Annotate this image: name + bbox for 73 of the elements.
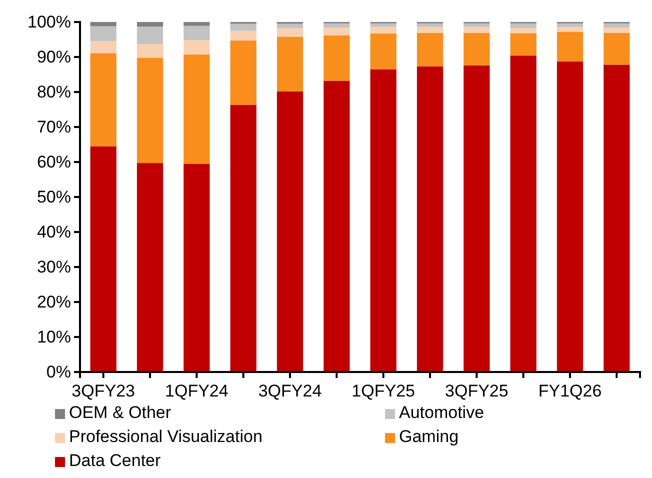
bar [184,164,210,372]
legend-label: OEM & Other [69,403,172,422]
y-tick-label: 50% [36,187,71,206]
bar [370,26,396,34]
bar [324,80,350,372]
bar [464,23,490,27]
bar [136,163,164,372]
y-tick-label: 70% [36,117,71,136]
bar [604,28,630,33]
x-tick-label: FY1Q26 [538,381,602,400]
y-tick-label: 40% [36,222,71,242]
bar [556,26,584,32]
bar [324,35,350,81]
x-tick-label: 3QFY23 [72,381,135,400]
bar [510,23,536,28]
legend-label: Data Center [69,451,161,470]
bar [556,23,584,27]
bar [90,26,116,42]
bar [184,40,210,55]
bar [604,64,630,372]
bar [416,23,444,27]
y-tick-label: 60% [36,152,71,172]
bar [324,23,350,28]
bar [604,23,630,28]
x-tick-label: 1QFY25 [352,381,415,400]
bar [90,146,116,372]
bar [136,58,164,164]
bar [510,33,536,56]
bar [230,40,256,105]
bar [324,28,350,36]
y-tick-label: 90% [36,47,71,66]
bar [464,32,490,66]
bar [184,54,210,164]
bar [184,26,210,40]
x-tick-label: 3QFY25 [445,381,508,400]
y-tick-label: 20% [36,292,71,312]
bar [510,56,536,372]
legend-label: Automotive [399,403,484,422]
bar [416,66,444,372]
bar [136,44,164,58]
bar [464,26,490,33]
bar [136,22,164,27]
bar [370,34,396,70]
bar [464,65,490,372]
bar [276,24,304,28]
bar [230,104,256,372]
y-tick-label: 0% [46,362,71,382]
x-tick-label: 1QFY24 [165,381,228,400]
bar [556,32,584,62]
bar [370,23,396,27]
y-tick-label: 10% [36,327,71,346]
bar [510,28,536,34]
y-tick-label: 80% [36,82,71,102]
bar [90,41,116,54]
y-tick-label: 30% [36,257,71,276]
x-tick-label: 3QFY24 [258,381,322,400]
bar [370,69,396,372]
bar [276,36,304,92]
legend-label: Professional Visualization [69,427,262,446]
bar [416,26,444,33]
bar [90,53,116,146]
bar [416,32,444,66]
bar [276,28,304,37]
bar [90,22,116,26]
bar [184,22,210,26]
bar [604,32,630,65]
bar [230,30,256,41]
bar [556,62,584,372]
bar [136,26,164,44]
bar [230,24,256,31]
legend-label: Gaming [399,427,459,446]
bar [276,91,304,372]
y-tick-label: 100% [28,12,71,32]
